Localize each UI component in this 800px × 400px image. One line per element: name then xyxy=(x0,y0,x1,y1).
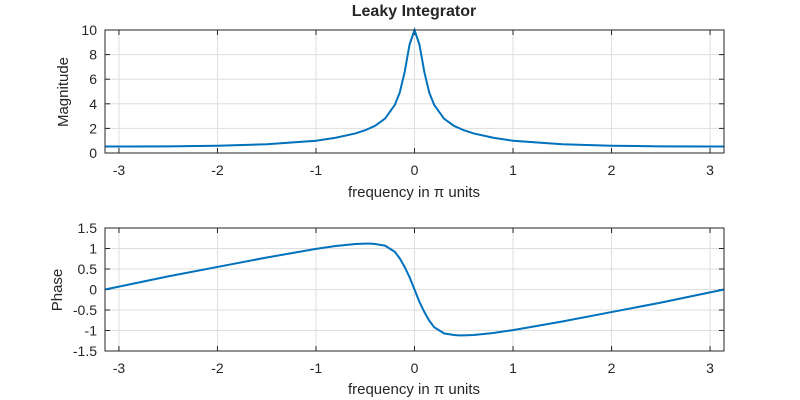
magnitude-x-axis-label: frequency in π units xyxy=(348,184,480,201)
x-tick-label: 1 xyxy=(509,360,517,376)
y-tick-label: 2 xyxy=(89,120,97,136)
magnitude-axes-box xyxy=(104,29,725,154)
y-tick-label: 4 xyxy=(89,96,97,112)
y-tick-label: 0 xyxy=(89,282,97,298)
x-tick-label: 3 xyxy=(706,162,714,178)
x-tick-label: -1 xyxy=(310,360,323,376)
y-tick-label: 6 xyxy=(89,71,97,87)
x-tick-label: 1 xyxy=(509,162,517,178)
chart-title: Leaky Integrator xyxy=(352,3,476,20)
x-tick-label: -2 xyxy=(211,360,224,376)
x-tick-label: -1 xyxy=(310,162,323,178)
x-tick-label: 0 xyxy=(411,360,419,376)
magnitude-ticks: -3 -2 -1 0 1 2 3 0 2 4 6 8 10 xyxy=(81,22,724,178)
y-tick-label: -1 xyxy=(85,323,98,339)
y-tick-label: 10 xyxy=(81,22,97,38)
y-tick-label: -1.5 xyxy=(73,343,97,359)
x-tick-label: -3 xyxy=(113,360,126,376)
x-tick-label: -2 xyxy=(211,162,224,178)
y-tick-label: -0.5 xyxy=(73,302,97,318)
phase-y-axis-label: Phase xyxy=(49,269,66,312)
phase-subplot: -3 -2 -1 0 1 2 3 -1.5 -1 -0.5 0 0.5 1 1.5 frequency i… xyxy=(49,220,725,398)
magnitude-y-axis-label: Magnitude xyxy=(55,57,72,127)
phase-series-line xyxy=(104,242,725,337)
magnitude-grid xyxy=(105,29,724,154)
phase-axes-box xyxy=(104,227,725,352)
x-tick-label: 2 xyxy=(608,162,616,178)
phase-x-axis-label: frequency in π units xyxy=(348,381,480,398)
x-tick-label: -3 xyxy=(113,162,126,178)
phase-ticks: -3 -2 -1 0 1 2 3 -1.5 -1 -0.5 0 0.5 1 1.5 xyxy=(73,220,724,376)
x-tick-label: 2 xyxy=(608,360,616,376)
y-tick-label: 1 xyxy=(89,241,97,257)
magnitude-subplot: Leaky Integrator -3 -2 -1 0 1 2 3 0 2 4 6 8 10 frequ… xyxy=(55,3,725,201)
x-tick-label: 3 xyxy=(706,360,714,376)
y-tick-label: 0 xyxy=(89,145,97,161)
y-tick-label: 8 xyxy=(89,47,97,63)
y-tick-label: 1.5 xyxy=(78,220,98,236)
y-tick-label: 0.5 xyxy=(78,261,98,277)
x-tick-label: 0 xyxy=(411,162,419,178)
